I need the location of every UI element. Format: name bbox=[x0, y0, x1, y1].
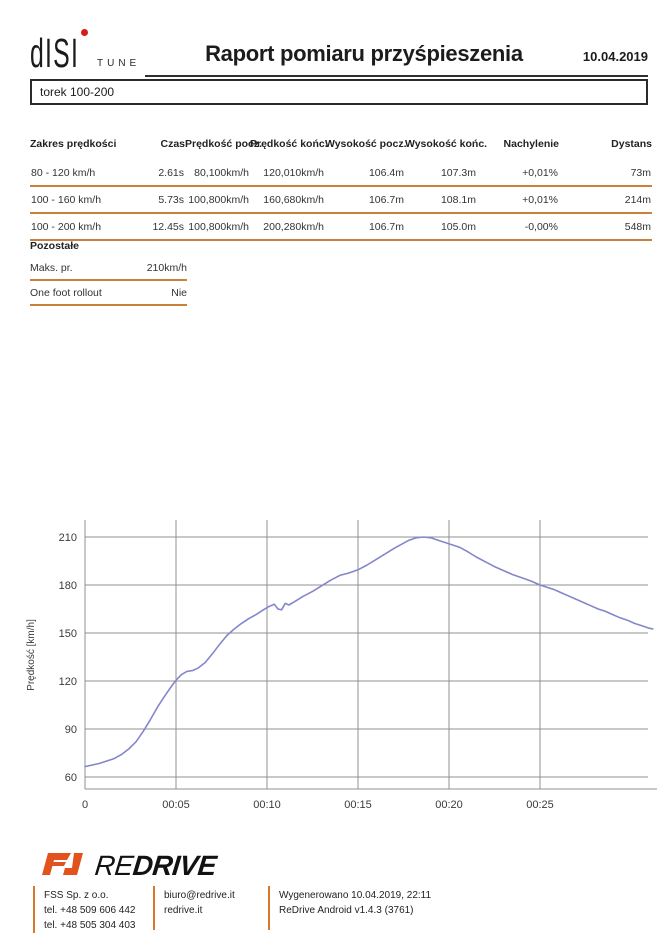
other-row-value: Nie bbox=[171, 286, 187, 299]
other-row-value: 210km/h bbox=[146, 261, 187, 274]
table-cell: 106.7m bbox=[325, 186, 405, 214]
column-header: Zakres prędkości bbox=[30, 138, 117, 150]
speed-series-line bbox=[84, 536, 654, 768]
column-header: Czas bbox=[160, 138, 185, 150]
redrive-logo: REDRIVE bbox=[40, 840, 218, 881]
footer-line: tel. +48 509 606 442 bbox=[44, 905, 136, 916]
x-tick-label: 00:20 bbox=[435, 799, 463, 811]
other-section-title: Pozostałe bbox=[30, 240, 80, 252]
other-section: Pozostałe Maks. pr. 210km/h One foot rollo… bbox=[30, 240, 187, 306]
other-table: Maks. pr. 210km/h One foot rollout Nie bbox=[30, 256, 187, 306]
footer-column: FSS Sp. z o.o. tel. +48 509 606 442 tel. +… bbox=[33, 886, 135, 933]
table-cell: -0,00% bbox=[477, 213, 559, 241]
x-tick-label: 00:25 bbox=[526, 799, 554, 811]
report-header: Raport pomiaru przyśpieszenia 10.04.2019 bbox=[145, 33, 648, 77]
y-tick-label: 120 bbox=[59, 676, 77, 688]
x-tick-label: 00:05 bbox=[162, 799, 190, 811]
table-row: 100 - 160 km/h 5.73s 100,800km/h 160,680km/… bbox=[30, 186, 652, 214]
table-cell: 100 - 200 km/h bbox=[30, 213, 140, 241]
y-tick-label: 150 bbox=[59, 628, 77, 640]
table-cell: 100,800km/h bbox=[185, 213, 250, 241]
y-axis-title: Prędkość [km/h] bbox=[26, 619, 37, 691]
column-header: Dystans bbox=[611, 138, 652, 150]
y-tick-label: 60 bbox=[65, 772, 77, 784]
disitune-logo: dISI TUNE bbox=[30, 28, 145, 76]
table-cell: 120,010km/h bbox=[250, 160, 325, 187]
table-cell: 160,680km/h bbox=[250, 186, 325, 214]
table-cell: 106.4m bbox=[325, 160, 405, 187]
other-row-label: Maks. pr. bbox=[30, 261, 73, 274]
table-header-row: Zakres prędkości Czas Prędkość pocz. Prędko… bbox=[30, 138, 652, 160]
table-cell: +0,01% bbox=[477, 160, 559, 187]
report-date: 10.04.2019 bbox=[582, 48, 648, 64]
table-cell: 100,800km/h bbox=[185, 186, 250, 214]
table-row: 80 - 120 km/h 2.61s 80,100km/h 120,010km/h 1… bbox=[30, 160, 652, 187]
speed-chart: 60 90 120 150 180 210 0 00:05 00:10 00:15 00:20 00:… bbox=[20, 505, 668, 817]
table-cell: 2.61s bbox=[140, 160, 185, 187]
column-header: Nachylenie bbox=[503, 138, 559, 150]
x-tick-label: 00:10 bbox=[253, 799, 281, 811]
logo-red-dot-icon bbox=[81, 29, 88, 36]
disi-logo-text: dISI bbox=[30, 31, 80, 77]
table-cell: +0,01% bbox=[477, 186, 559, 214]
footer-column: Wygenerowano 10.04.2019, 22:11 ReDrive An… bbox=[268, 886, 431, 930]
y-tick-label: 90 bbox=[65, 724, 77, 736]
other-table-row: One foot rollout Nie bbox=[30, 281, 187, 306]
table-cell: 105.0m bbox=[405, 213, 477, 241]
footer-line: FSS Sp. z o.o. bbox=[44, 890, 109, 901]
speed-chart-svg: 60 90 120 150 180 210 0 00:05 00:10 00:15 00:20 00:… bbox=[26, 520, 657, 811]
column-header: Wysokość końc. bbox=[405, 138, 488, 150]
redrive-wordmark-re: RE bbox=[93, 850, 135, 881]
table-cell: 200,280km/h bbox=[250, 213, 325, 241]
other-table-row: Maks. pr. 210km/h bbox=[30, 256, 187, 281]
x-tick-label: 0 bbox=[82, 799, 88, 811]
footer-line: tel. +48 505 304 403 bbox=[44, 920, 136, 931]
table-cell: 548m bbox=[559, 213, 652, 241]
column-header: Prędkość pocz. bbox=[185, 138, 263, 150]
table-cell: 100 - 160 km/h bbox=[30, 186, 140, 214]
y-tick-label: 210 bbox=[59, 532, 77, 544]
other-row-label: One foot rollout bbox=[30, 286, 102, 299]
redrive-wordmark: REDRIVE bbox=[93, 850, 218, 881]
table-cell: 5.73s bbox=[140, 186, 185, 214]
table-cell: 12.45s bbox=[140, 213, 185, 241]
redrive-wordmark-drive: DRIVE bbox=[131, 850, 218, 881]
table-cell: 106.7m bbox=[325, 213, 405, 241]
footer-line: Wygenerowano 10.04.2019, 22:11 bbox=[279, 890, 432, 901]
table-cell: 107.3m bbox=[405, 160, 477, 187]
x-tick-label: 00:15 bbox=[344, 799, 372, 811]
footer-line: redrive.it bbox=[164, 905, 203, 916]
y-tick-label: 180 bbox=[59, 580, 77, 592]
table-cell: 214m bbox=[559, 186, 652, 214]
measurement-name-box: torek 100-200 bbox=[30, 79, 648, 105]
table-row: 100 - 200 km/h 12.45s 100,800km/h 200,280km… bbox=[30, 213, 652, 241]
column-header: Wysokość pocz. bbox=[325, 138, 407, 150]
table-cell: 108.1m bbox=[405, 186, 477, 214]
measurements-table: Zakres prędkości Czas Prędkość pocz. Prędko… bbox=[30, 138, 652, 241]
measurement-name: torek 100-200 bbox=[40, 85, 115, 99]
table-cell: 80 - 120 km/h bbox=[30, 160, 140, 187]
footer-line: ReDrive Android v1.4.3 (3761) bbox=[279, 905, 414, 916]
footer-line: biuro@redrive.it bbox=[164, 890, 235, 901]
redrive-icon bbox=[42, 853, 83, 875]
column-header: Prędkość końc. bbox=[250, 138, 328, 150]
footer-column: biuro@redrive.it redrive.it bbox=[153, 886, 235, 930]
table-cell: 80,100km/h bbox=[185, 160, 250, 187]
measurements-tbody: 80 - 120 km/h 2.61s 80,100km/h 120,010km/h 1… bbox=[30, 160, 652, 241]
table-cell: 73m bbox=[559, 160, 652, 187]
page-title: Raport pomiaru przyśpieszenia bbox=[205, 41, 523, 66]
tune-logo-text: TUNE bbox=[97, 58, 141, 69]
